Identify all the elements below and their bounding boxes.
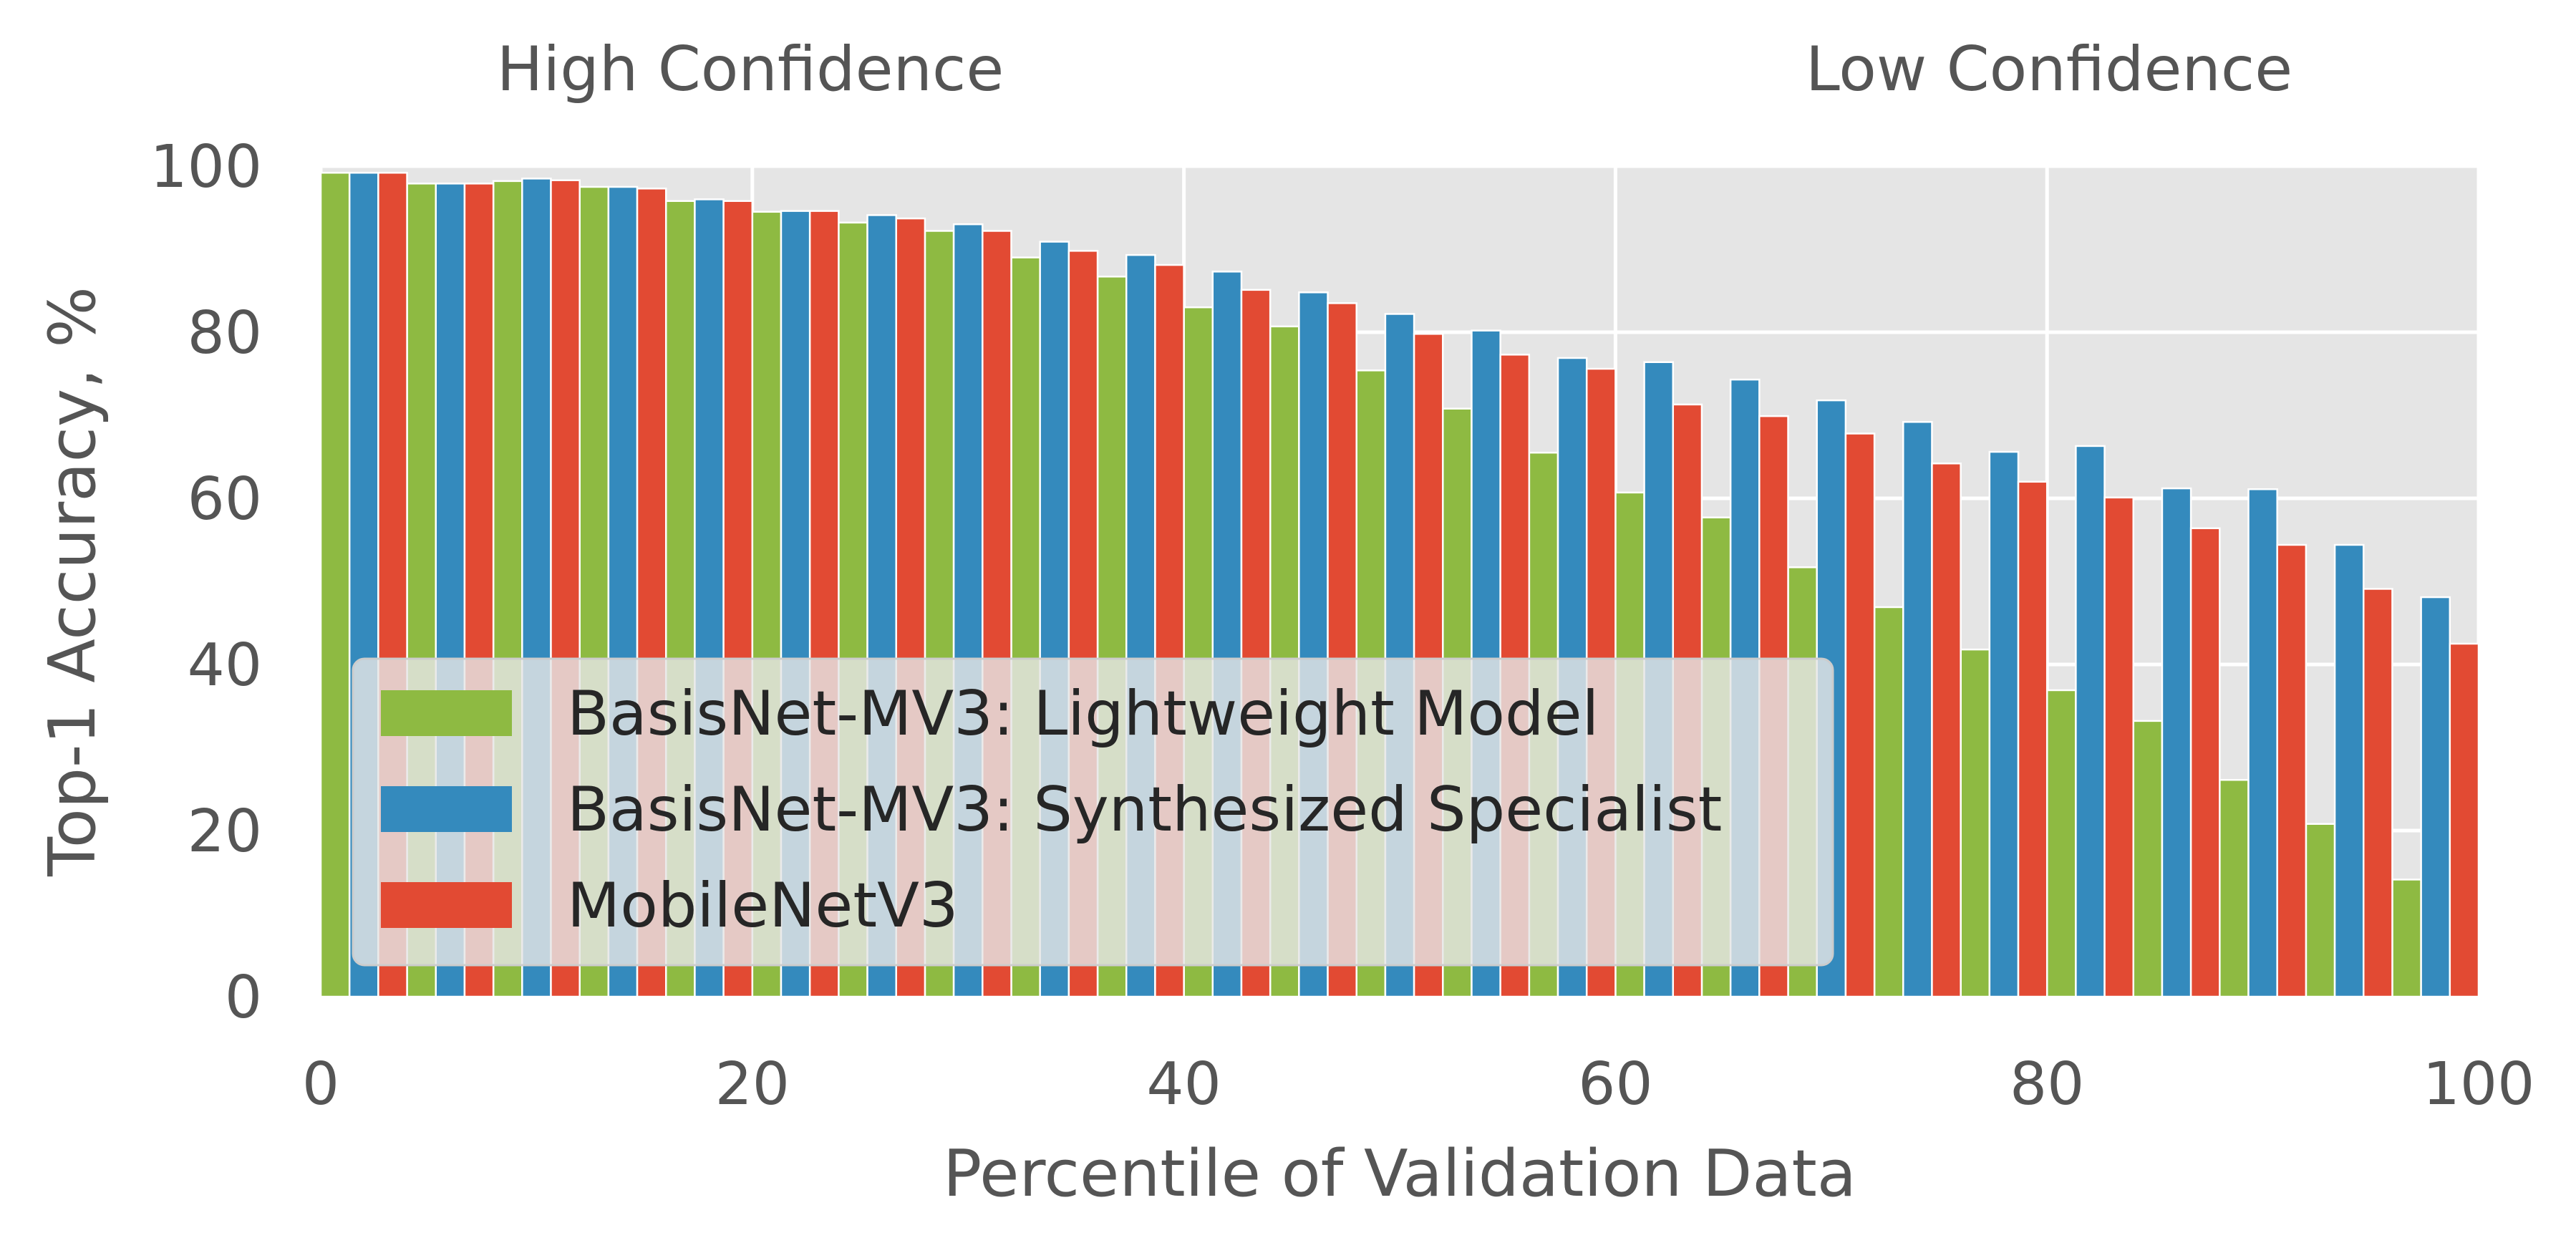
- high-confidence-label: High Confidence: [497, 34, 1004, 105]
- y-tick-labels: 0 20 40 60 80 100: [150, 133, 262, 1032]
- legend-swatch: [381, 690, 512, 736]
- x-tick-labels: 0 20 40 60 80 100: [302, 1050, 2534, 1118]
- bar-series-1: [1873, 606, 1904, 998]
- bar-series-2: [2247, 488, 2278, 998]
- low-confidence-label: Low Confidence: [1806, 34, 2292, 105]
- bar-series-1: [2132, 720, 2164, 998]
- bar-series-2: [1988, 450, 2020, 998]
- y-tick-label: 0: [225, 964, 262, 1032]
- bar-series-3: [1931, 463, 1962, 998]
- x-tick-label: 20: [715, 1050, 790, 1118]
- bar-series-2: [1902, 421, 1933, 998]
- bar-series-3: [2017, 480, 2048, 998]
- bar-series-3: [2449, 642, 2480, 998]
- bar-series-3: [2189, 527, 2221, 998]
- legend: BasisNet-MV3: Lightweight Model BasisNet-…: [352, 657, 1834, 967]
- x-tick-label: 40: [1146, 1050, 1221, 1118]
- legend-box: [352, 657, 1834, 967]
- x-tick-label: 100: [2423, 1050, 2535, 1118]
- legend-label: MobileNetV3: [567, 870, 959, 942]
- bar-series-1: [2219, 778, 2250, 998]
- legend-swatch: [381, 882, 512, 928]
- bar-series-1: [2391, 879, 2422, 998]
- bar-series-3: [2363, 588, 2393, 998]
- bar-series-1: [2305, 823, 2336, 998]
- legend-swatch: [381, 786, 512, 832]
- bar-series-2: [2075, 445, 2106, 998]
- x-axis-label: Percentile of Validation Data: [943, 1136, 1856, 1211]
- legend-label: BasisNet-MV3: Synthesized Specialist: [567, 774, 1722, 846]
- legend-label: BasisNet-MV3: Lightweight Model: [567, 678, 1599, 750]
- bar-series-2: [2161, 487, 2192, 998]
- bar-series-3: [2103, 496, 2135, 998]
- x-tick-label: 0: [302, 1050, 339, 1118]
- bar-series-2: [2420, 596, 2451, 998]
- y-tick-label: 60: [188, 465, 262, 533]
- y-tick-label: 100: [150, 133, 262, 201]
- bar-series-1: [319, 172, 351, 998]
- x-tick-label: 60: [1578, 1050, 1652, 1118]
- bar-series-3: [1844, 432, 1876, 998]
- y-tick-label: 80: [188, 299, 262, 367]
- bar-series-3: [2276, 543, 2308, 998]
- bar-series-1: [2045, 689, 2077, 998]
- x-tick-label: 80: [2010, 1050, 2084, 1118]
- bar-series-1: [1960, 648, 1991, 998]
- y-axis-label: Top-1 Accuracy, %: [35, 286, 110, 877]
- y-tick-label: 20: [188, 798, 262, 866]
- bar-series-2: [2333, 543, 2365, 998]
- y-tick-label: 40: [188, 632, 262, 700]
